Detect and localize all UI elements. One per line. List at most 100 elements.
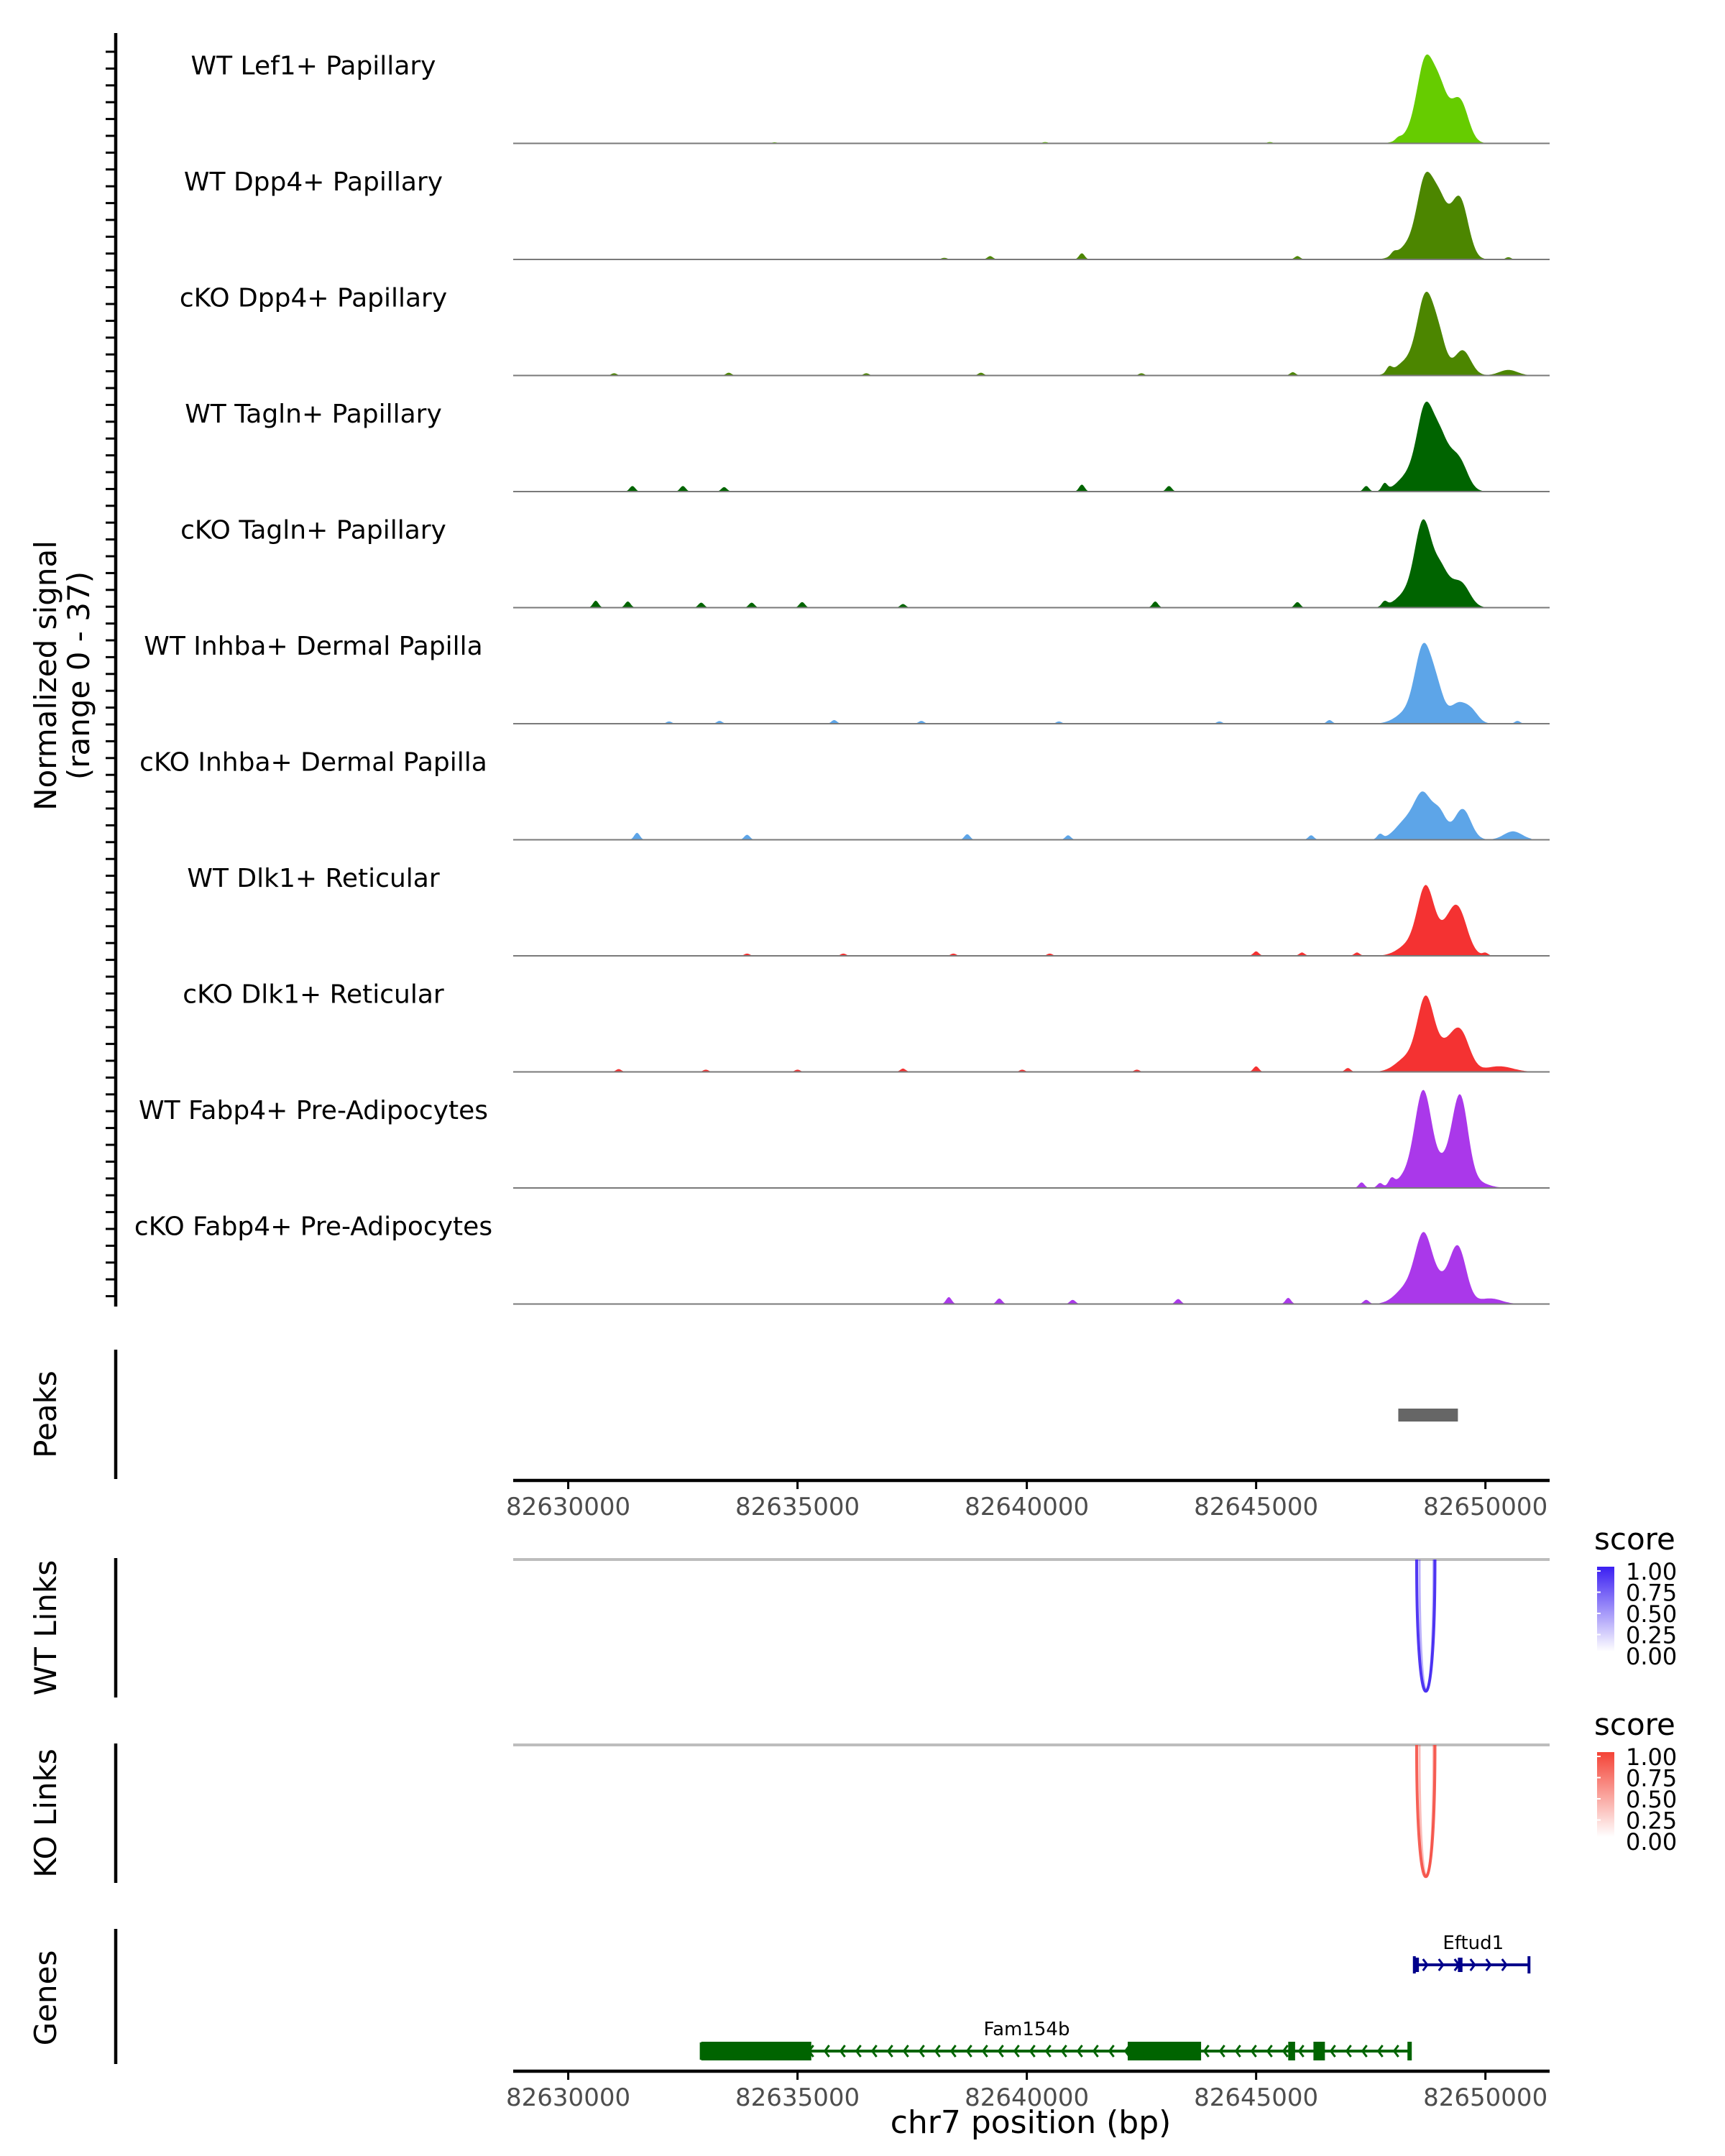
track-2: WT Dpp4+ Papillary (184, 167, 1550, 260)
genes-track: Genes Eftud1 Fam154b (28, 1929, 1531, 2064)
strand-arrow (981, 2045, 988, 2058)
gene-exon (1414, 1958, 1420, 1972)
gene-exon (701, 2042, 811, 2060)
legend-value: 0.50 (1626, 1786, 1677, 1813)
strand-arrow (870, 2045, 878, 2058)
track-label: cKO Dlk1+ Reticular (183, 980, 444, 1010)
track-coverage-area (540, 642, 1532, 724)
track-label: WT Fabp4+ Pre-Adipocytes (139, 1096, 488, 1125)
strand-arrow (1171, 2045, 1178, 2058)
x-tick-label: 82645000 (1194, 1493, 1318, 1521)
track-3: cKO Dpp4+ Papillary (180, 284, 1550, 377)
strand-arrow (791, 2045, 799, 2058)
track-coverage-area (540, 885, 1532, 956)
peaks-track-label: Peaks (28, 1370, 63, 1458)
track-10: WT Fabp4+ Pre-Adipocytes (139, 1089, 1550, 1189)
link-arc (1414, 1559, 1437, 1692)
track-coverage-area (540, 1089, 1532, 1188)
gene-name: Fam154b (984, 2019, 1070, 2040)
links-track-label: KO Links (28, 1749, 63, 1878)
legend-value: 0.25 (1626, 1807, 1677, 1835)
legend-value: 0.25 (1626, 1622, 1677, 1649)
track-coverage-area (540, 172, 1532, 259)
legend-title: score (1594, 1521, 1675, 1557)
strand-arrow (886, 2045, 893, 2058)
track-label: cKO Inhba+ Dermal Papilla (139, 748, 487, 778)
track-6: WT Inhba+ Dermal Papilla (144, 632, 1550, 724)
x-tick-label: 82645000 (1194, 2083, 1318, 2112)
strand-arrow (1376, 2045, 1384, 2058)
strand-arrow (1234, 2045, 1241, 2058)
strand-arrow (997, 2045, 1004, 2058)
track-7: cKO Inhba+ Dermal Papilla (139, 748, 1550, 841)
strand-arrow (1044, 2045, 1052, 2058)
strand-arrow (1060, 2045, 1067, 2058)
legend-value: 0.75 (1626, 1765, 1677, 1792)
track-label: cKO Tagln+ Papillary (180, 516, 446, 545)
y-axis-ticks (106, 50, 116, 1298)
y-axis-range-label: (range 0 - 37) (61, 571, 96, 780)
strand-arrow (1329, 2045, 1336, 2058)
strand-arrow (839, 2045, 846, 2058)
strand-arrow (1029, 2045, 1036, 2058)
track-1: WT Lef1+ Papillary (191, 52, 1550, 144)
legend-value: 1.00 (1626, 1558, 1677, 1585)
strand-arrow (712, 2045, 719, 2058)
strand-arrow (760, 2045, 767, 2058)
legend-value: 0.50 (1626, 1600, 1677, 1628)
strand-arrow (902, 2045, 909, 2058)
strand-arrow (1469, 1958, 1476, 1971)
strand-arrow (1266, 2045, 1273, 2058)
peaks-track: Peaks (28, 1350, 1458, 1479)
track-label: WT Dlk1+ Reticular (187, 864, 439, 893)
legend-colorbar (1597, 1752, 1614, 1837)
strand-arrow (1123, 2045, 1131, 2058)
strand-arrow (1361, 2045, 1368, 2058)
x-tick-label: 82640000 (965, 2083, 1089, 2112)
strand-arrow (1250, 2045, 1257, 2058)
legend-title: score (1594, 1707, 1675, 1742)
legend-value: 0.00 (1626, 1828, 1677, 1856)
gene-exon (1313, 2042, 1325, 2060)
link-arc (1418, 1559, 1435, 1692)
x-tick-label: 82630000 (506, 1493, 630, 1521)
strand-arrow (1013, 2045, 1020, 2058)
track-coverage-area (540, 791, 1532, 840)
strand-arrow (1076, 2045, 1083, 2058)
strand-arrow (1202, 2045, 1210, 2058)
x-tick-label: 82640000 (965, 1493, 1089, 1521)
x-axis-bottom: 82630000 82635000 82640000 82645000 82650000 (506, 2069, 1550, 2112)
y-axis-label: Normalized signal (28, 540, 63, 811)
legend-value: 0.00 (1626, 1643, 1677, 1670)
strand-arrow (776, 2045, 783, 2058)
track-8: WT Dlk1+ Reticular (187, 864, 1550, 957)
x-tick-label: 82650000 (1423, 2083, 1547, 2112)
strand-arrow (855, 2045, 862, 2058)
strand-arrow (949, 2045, 957, 2058)
strand-arrow (1501, 1958, 1508, 1971)
track-label: WT Dpp4+ Papillary (184, 167, 443, 197)
track-coverage-area (540, 519, 1532, 608)
link-arc (1418, 1744, 1435, 1878)
strand-arrow (1187, 2045, 1194, 2058)
strand-arrow (744, 2045, 751, 2058)
strand-arrow (1438, 1958, 1445, 1971)
strand-arrow (1313, 2045, 1320, 2058)
track-4: WT Tagln+ Papillary (185, 400, 1550, 492)
legend-value: 0.75 (1626, 1580, 1677, 1607)
strand-arrow (918, 2045, 925, 2058)
legend-value: 1.00 (1626, 1743, 1677, 1771)
strand-arrow (1155, 2045, 1162, 2058)
strand-arrow (1139, 2045, 1146, 2058)
x-tick-label: 82635000 (735, 2083, 860, 2112)
gene-exon (1288, 2042, 1295, 2060)
strand-arrow (823, 2045, 830, 2058)
track-label: cKO Dpp4+ Papillary (180, 284, 447, 313)
track-coverage-area (540, 401, 1532, 492)
gene-Eftud1: Eftud1 (1412, 1932, 1531, 1973)
strand-arrow (1345, 2045, 1352, 2058)
track-coverage-area (540, 291, 1532, 376)
